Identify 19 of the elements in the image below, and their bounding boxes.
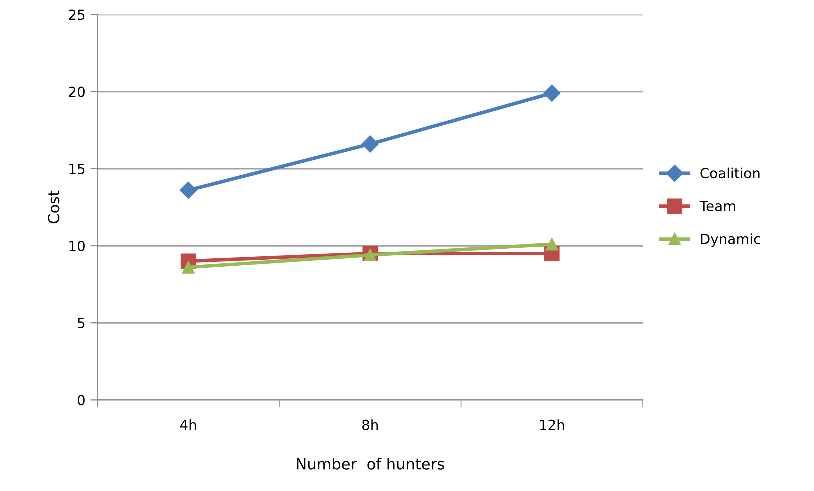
y-axis-title: Cost: [48, 190, 60, 224]
y-tick-label: 25: [69, 10, 85, 20]
y-tick-label: 10: [70, 240, 85, 252]
y-tick-label: 0: [78, 395, 85, 406]
legend-label: Coalition: [700, 168, 760, 179]
y-tick-label: 20: [69, 86, 85, 98]
point: [180, 182, 198, 200]
point: [182, 261, 195, 274]
point: [546, 238, 558, 251]
y-tick-label: 5: [78, 318, 85, 329]
legend-label: Dynamic: [701, 234, 760, 248]
legend-label: Team: [700, 201, 736, 212]
point: [362, 136, 379, 153]
point: [544, 84, 561, 102]
x-tick-label: 8h: [362, 420, 378, 430]
x-tick-label: 4h: [180, 420, 196, 430]
x-axis-title: Number of hunters: [297, 458, 444, 470]
x-tick-label: 12h: [540, 420, 564, 430]
y-tick-label: 15: [70, 164, 85, 174]
